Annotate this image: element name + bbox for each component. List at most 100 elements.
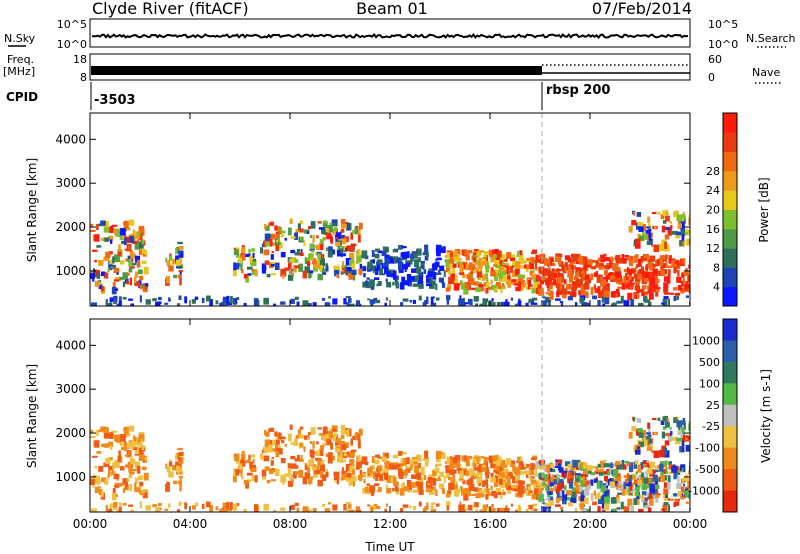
velocity-cell — [575, 488, 581, 494]
velocity-cell — [628, 431, 633, 439]
power-cell — [375, 248, 380, 252]
velocity-cell — [616, 473, 621, 478]
velocity-cell — [641, 498, 645, 503]
velocity-cell — [452, 457, 458, 464]
velocity-cell — [219, 508, 225, 512]
velocity-cell — [103, 443, 110, 448]
power-cell — [432, 296, 435, 299]
velocity-cell — [683, 477, 690, 481]
power-cell — [533, 277, 539, 283]
power-cell — [341, 269, 344, 273]
power-cell — [628, 268, 633, 276]
velocity-cell — [299, 434, 304, 439]
velocity-cell — [115, 436, 122, 442]
power-cell — [103, 256, 110, 261]
velocity-cell — [604, 503, 610, 511]
power-cell — [175, 255, 179, 263]
velocity-cell — [538, 494, 544, 502]
velocity-cell — [491, 504, 494, 508]
velocity-cell — [491, 474, 494, 477]
velocity-cell — [312, 508, 317, 512]
power-cell — [579, 279, 583, 285]
power-cell — [494, 276, 499, 282]
power-cell — [243, 302, 247, 306]
power-cell — [643, 270, 649, 274]
power-cell — [549, 258, 554, 263]
velocity-cell — [655, 487, 658, 496]
velocity-cell — [633, 498, 638, 505]
power-cell — [274, 225, 278, 231]
power-cell — [420, 260, 425, 264]
velocity-cell — [394, 487, 399, 492]
velocity-cell — [269, 427, 275, 432]
velocity-cell — [603, 496, 610, 505]
velocity-cell — [324, 508, 331, 512]
power-cell — [680, 280, 684, 287]
power-cell — [525, 302, 529, 306]
velocity-cell — [420, 466, 425, 470]
power-cell — [624, 272, 628, 278]
power-cell — [459, 280, 463, 284]
power-cell — [351, 269, 357, 276]
colorbar-segment — [723, 113, 737, 133]
power-cell — [603, 253, 607, 257]
power-cell — [110, 266, 114, 269]
power-cell — [109, 239, 113, 244]
power-cell — [527, 258, 530, 261]
velocity-cell — [101, 443, 105, 448]
power-cell — [514, 261, 521, 270]
power-cell — [616, 292, 620, 298]
colorbar-tick-label: 20 — [706, 204, 720, 217]
velocity-cell — [496, 456, 502, 464]
power-cell — [637, 233, 641, 237]
velocity-cell — [330, 442, 334, 450]
velocity-cell — [473, 487, 479, 492]
power-cell — [641, 285, 647, 290]
velocity-cell — [393, 476, 397, 485]
velocity-cell — [175, 461, 179, 469]
velocity-cell — [325, 453, 329, 457]
power-cell — [374, 271, 379, 275]
velocity-cell — [602, 489, 606, 497]
power-cell — [118, 244, 121, 252]
power-cell — [511, 265, 515, 268]
power-cell — [314, 263, 321, 269]
velocity-cell — [435, 503, 440, 507]
power-cell — [352, 229, 355, 234]
velocity-cell — [518, 483, 524, 488]
power-cell — [236, 297, 240, 300]
power-cell — [349, 303, 355, 306]
power-cell — [486, 278, 489, 285]
velocity-cell — [300, 454, 303, 463]
power-cell — [590, 286, 594, 295]
velocity-cell — [129, 471, 135, 475]
power-cell — [130, 252, 135, 259]
power-cell — [478, 277, 481, 281]
velocity-cell — [666, 481, 671, 490]
power-scatter — [90, 209, 690, 306]
power-cell — [647, 228, 652, 232]
power-cell — [498, 278, 502, 282]
power-cell — [278, 238, 281, 243]
velocity-cell — [436, 458, 441, 463]
power-cell — [667, 298, 670, 306]
power-cell — [331, 219, 338, 227]
velocity-cell — [595, 466, 599, 472]
power-cell — [96, 272, 101, 279]
power-cell — [643, 272, 649, 279]
velocity-cell — [631, 425, 637, 432]
velocity-cell — [569, 465, 576, 471]
velocity-cell — [429, 483, 433, 491]
velocity-cell — [356, 460, 362, 469]
velocity-cell — [308, 459, 314, 465]
velocity-cell — [483, 456, 487, 464]
velocity-cell — [561, 480, 565, 489]
power-cell — [530, 273, 537, 279]
velocity-cell — [223, 508, 227, 512]
power-cell — [266, 273, 271, 278]
freq-label-2: [MHz] — [3, 65, 35, 78]
power-cell — [403, 280, 410, 286]
velocity-cell — [515, 492, 521, 498]
velocity-cell — [688, 423, 690, 432]
y-tick-label: 3000 — [55, 176, 86, 190]
